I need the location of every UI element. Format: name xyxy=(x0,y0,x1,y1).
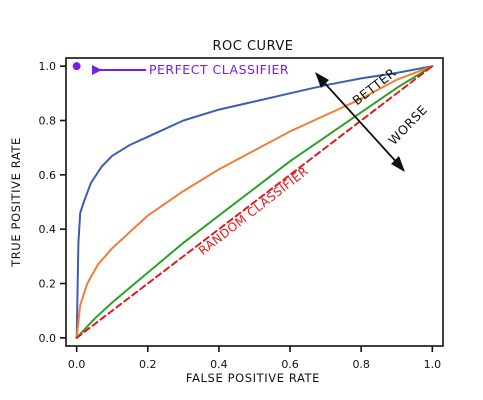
y-tick-label: 0.8 xyxy=(39,114,57,127)
x-tick-label: 0.0 xyxy=(68,358,86,371)
perfect-classifier-label: PERFECT CLASSIFIER xyxy=(149,62,289,77)
series-line-3 xyxy=(75,65,434,339)
perfect-classifier-point xyxy=(72,62,81,71)
series-line-1 xyxy=(75,65,434,339)
x-tick-label: 1.0 xyxy=(424,358,442,371)
plot-frame xyxy=(65,57,444,347)
y-tick-label: 1.0 xyxy=(39,60,57,73)
random-classifier-label: RANDOM CLASSIFIER xyxy=(196,164,311,258)
better-worse-arrow xyxy=(319,77,401,167)
worse-arrowhead xyxy=(391,156,405,172)
y-axis-label: TRUE POSITIVE RATE xyxy=(9,137,23,268)
x-tick-label: 0.2 xyxy=(139,358,157,371)
x-tick-label: 0.4 xyxy=(210,358,228,371)
axis-ticks: 0.0 0.2 0.4 0.6 0.8 1.0 0.0 0.2 0.4 0.6 0.8 1.0 xyxy=(39,60,442,371)
series-line-2 xyxy=(75,65,434,339)
series-line-0 xyxy=(75,65,434,339)
chart-title: ROC CURVE xyxy=(213,39,294,54)
better-label: BETTER xyxy=(349,65,399,108)
x-tick-label: 0.6 xyxy=(281,358,299,371)
y-tick-label: 0.2 xyxy=(39,278,57,291)
y-tick-label: 0.4 xyxy=(39,223,57,236)
series-layer xyxy=(72,62,434,339)
x-axis-label: FALSE POSITIVE RATE xyxy=(186,371,320,385)
y-tick-label: 0.6 xyxy=(39,169,57,182)
better-arrowhead xyxy=(315,72,329,88)
x-tick-label: 0.8 xyxy=(352,358,370,371)
y-tick-label: 0.0 xyxy=(39,332,57,345)
worse-label: WORSE xyxy=(385,102,430,148)
